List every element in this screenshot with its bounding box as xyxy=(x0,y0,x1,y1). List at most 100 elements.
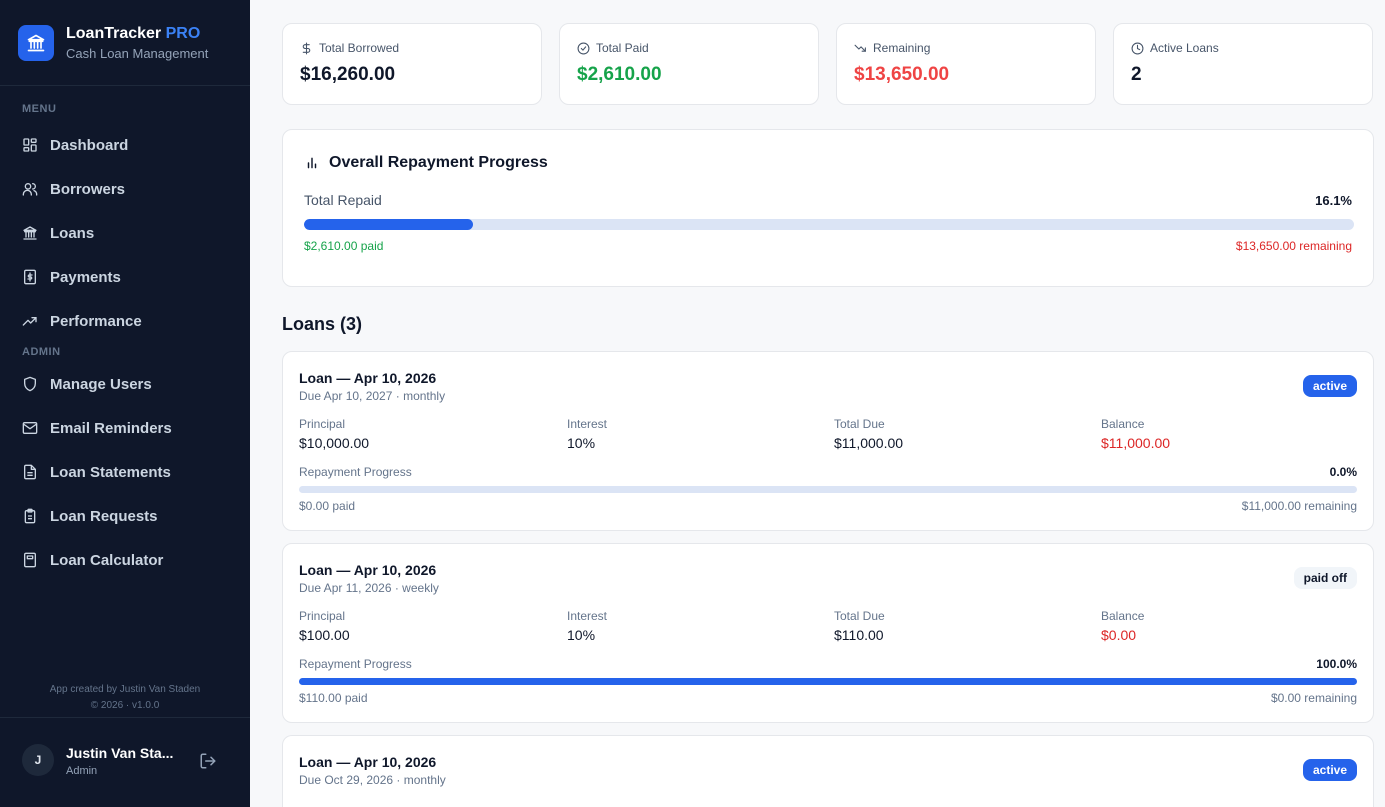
total-repaid-percent: 16.1% xyxy=(1315,193,1352,208)
total-due-label: Total Due xyxy=(834,417,885,431)
principal-value: $10,000.00 xyxy=(299,435,370,451)
menu-section-label: MENU xyxy=(22,103,57,115)
loan-card[interactable]: Loan — Apr 10, 2026 Due Apr 10, 2027 · m… xyxy=(282,351,1374,531)
sidebar-item-loan-calculator[interactable]: Loan Calculator xyxy=(22,548,163,572)
check-circle-icon xyxy=(577,42,590,55)
total-due-value: $11,000.00 xyxy=(834,435,904,451)
version-line: © 2026 · v1.0.0 xyxy=(90,700,160,711)
overall-progress-fill xyxy=(304,219,474,230)
sidebar-item-label: Manage Users xyxy=(50,375,152,393)
stat-label: Active Loans xyxy=(1131,41,1219,55)
interest-field: Interest 10% xyxy=(567,609,607,643)
total-due-label: Total Due xyxy=(834,609,885,623)
stat-label: Remaining xyxy=(854,41,930,55)
loan-remaining-amount: $0.00 remaining xyxy=(1270,691,1357,705)
status-badge: paid off xyxy=(1293,567,1357,589)
stat-value: $2,610.00 xyxy=(577,64,662,85)
loan-card[interactable]: Loan — Apr 10, 2026 Due Apr 11, 2026 · w… xyxy=(282,543,1374,723)
sidebar-item-loan-statements[interactable]: Loan Statements xyxy=(22,460,171,484)
status-badge: active xyxy=(1302,375,1357,397)
total-due-field: Total Due $110.00 xyxy=(834,609,885,643)
logout-icon[interactable] xyxy=(199,752,217,770)
stat-card-active-loans: Active Loans 2 xyxy=(1113,23,1373,105)
clock-icon xyxy=(1131,42,1144,55)
overall-progress-bar xyxy=(304,219,1354,230)
principal-value: $100.00 xyxy=(299,627,350,643)
overall-progress-title-text: Overall Repayment Progress xyxy=(329,154,548,171)
bank-icon xyxy=(22,225,38,241)
sidebar-item-label: Loan Calculator xyxy=(50,551,164,569)
dollar-file-icon xyxy=(22,269,38,285)
balance-field: Balance $11,000.00 xyxy=(1101,417,1170,451)
loan-card[interactable]: Loan — Apr 10, 2026 Due Oct 29, 2026 · m… xyxy=(282,735,1374,807)
stat-label: Total Paid xyxy=(577,41,649,55)
calculator-icon xyxy=(22,552,38,568)
trending-down-icon xyxy=(854,42,867,55)
sidebar-item-loans[interactable]: Loans xyxy=(22,221,94,245)
balance-value: $11,000.00 xyxy=(1101,435,1171,451)
balance-field: Balance $0.00 xyxy=(1101,609,1144,643)
sidebar-item-label: Loan Requests xyxy=(50,507,158,525)
stat-card-total-paid: Total Paid $2,610.00 xyxy=(559,23,819,105)
sidebar-item-manage-users[interactable]: Manage Users xyxy=(22,372,152,396)
shield-icon xyxy=(22,376,38,392)
balance-label: Balance xyxy=(1101,417,1145,431)
stat-label: Total Borrowed xyxy=(300,41,399,55)
document-icon xyxy=(22,464,38,480)
loan-paid-amount: $0.00 paid xyxy=(299,499,356,513)
trending-up-icon xyxy=(22,313,38,329)
brand-subtitle: Cash Loan Management xyxy=(66,45,209,61)
status-badge: active xyxy=(1302,759,1357,781)
total-due-value: $110.00 xyxy=(834,627,884,643)
overall-paid-amount: $2,610.00 paid xyxy=(304,239,384,253)
loans-heading: Loans (3) xyxy=(282,314,363,334)
loan-due: Due Apr 10, 2027 · monthly xyxy=(299,389,446,403)
sidebar-item-label: Dashboard xyxy=(50,136,129,154)
user-name: Justin Van Sta... xyxy=(66,745,174,761)
stat-label-text: Remaining xyxy=(873,41,931,55)
total-repaid-label: Total Repaid xyxy=(304,192,382,208)
loan-due: Due Oct 29, 2026 · monthly xyxy=(299,773,446,787)
stat-value: $16,260.00 xyxy=(300,64,396,85)
repayment-percent: 100.0% xyxy=(1316,657,1357,671)
interest-label: Interest xyxy=(567,417,608,431)
principal-label: Principal xyxy=(299,609,346,623)
overall-progress-card: Overall Repayment Progress Total Repaid … xyxy=(282,129,1374,287)
mail-icon xyxy=(22,420,38,436)
stat-card-total-borrowed: Total Borrowed $16,260.00 xyxy=(282,23,542,105)
stat-label-text: Active Loans xyxy=(1150,41,1219,55)
footer-credit: App created by Justin Van Staden © 2026 … xyxy=(0,682,250,714)
sidebar-item-borrowers[interactable]: Borrowers xyxy=(22,177,125,201)
loan-progress-bar xyxy=(299,678,1357,685)
admin-section-label: ADMIN xyxy=(22,346,61,358)
brand-title: LoanTracker PRO xyxy=(66,24,201,42)
stat-value: $13,650.00 xyxy=(854,64,950,85)
interest-label: Interest xyxy=(567,609,608,623)
overall-progress-title: Overall Repayment Progress xyxy=(305,154,548,172)
user-role: Admin xyxy=(66,765,98,777)
interest-field: Interest 10% xyxy=(567,417,607,451)
stat-label-text: Total Borrowed xyxy=(319,41,400,55)
brand[interactable]: LoanTracker PRO Cash Loan Management xyxy=(0,0,250,86)
bar-chart-icon xyxy=(305,156,319,170)
bank-icon xyxy=(18,24,54,61)
sidebar-item-label: Borrowers xyxy=(50,180,126,198)
loan-title: Loan — Apr 10, 2026 xyxy=(299,370,437,386)
credit-line: App created by Justin Van Staden xyxy=(49,684,201,695)
principal-label: Principal xyxy=(299,417,346,431)
avatar[interactable]: J xyxy=(22,744,54,776)
stat-card-remaining: Remaining $13,650.00 xyxy=(836,23,1096,105)
loan-remaining-amount: $11,000.00 remaining xyxy=(1241,499,1357,513)
users-icon xyxy=(22,181,38,197)
grid-icon xyxy=(22,137,38,153)
sidebar-item-label: Email Reminders xyxy=(50,419,172,437)
sidebar-item-performance[interactable]: Performance xyxy=(22,309,142,333)
sidebar-item-email-reminders[interactable]: Email Reminders xyxy=(22,416,172,440)
sidebar-item-dashboard[interactable]: Dashboard xyxy=(22,133,128,157)
sidebar-item-loan-requests[interactable]: Loan Requests xyxy=(22,504,158,528)
stat-value: 2 xyxy=(1131,64,1142,85)
loan-due: Due Apr 11, 2026 · weekly xyxy=(299,581,439,595)
sidebar-item-payments[interactable]: Payments xyxy=(22,265,121,289)
dollar-icon xyxy=(300,42,313,55)
brand-pro-label: PRO xyxy=(165,24,201,42)
